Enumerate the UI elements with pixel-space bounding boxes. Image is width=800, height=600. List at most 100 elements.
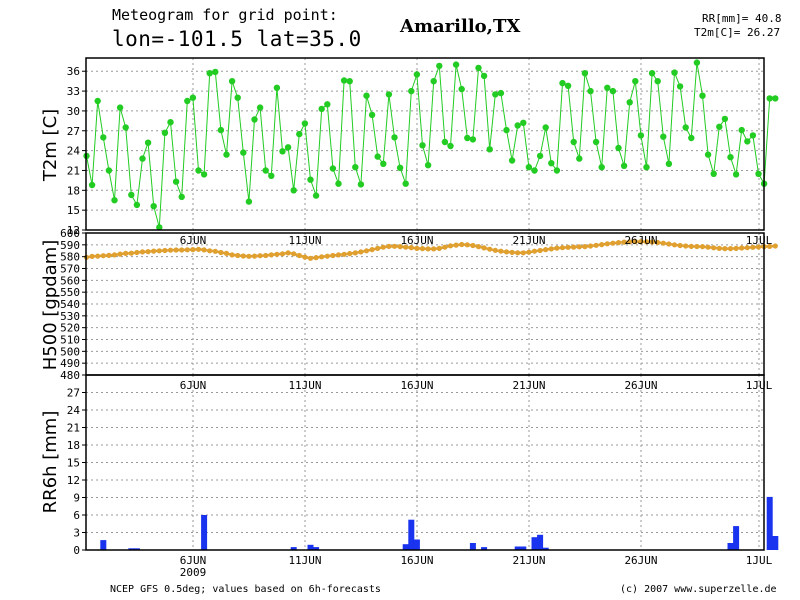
rain-bar-21 bbox=[201, 515, 208, 550]
data-point-1-82 bbox=[543, 247, 549, 253]
data-point-1-100 bbox=[643, 239, 650, 245]
data-point-0-109 bbox=[693, 59, 701, 66]
data-point-1-63 bbox=[436, 245, 442, 251]
data-point-1-53 bbox=[380, 244, 386, 250]
data-point-1-65 bbox=[447, 243, 454, 249]
x-date-label-0-1: 11JUN bbox=[288, 234, 321, 247]
data-point-0-111 bbox=[704, 151, 712, 158]
data-point-1-37 bbox=[291, 251, 297, 257]
data-point-1-66 bbox=[453, 242, 459, 248]
rain-bar-40 bbox=[307, 544, 314, 551]
data-point-1-46 bbox=[341, 251, 347, 257]
data-point-1-27 bbox=[235, 252, 241, 259]
data-point-0-100 bbox=[643, 164, 650, 171]
rain-bar-122 bbox=[766, 496, 773, 550]
data-point-0-39 bbox=[301, 120, 309, 127]
data-point-1-43 bbox=[324, 253, 330, 259]
data-point-1-119 bbox=[750, 244, 756, 250]
data-point-0-20 bbox=[195, 167, 202, 174]
data-point-1-86 bbox=[565, 244, 571, 250]
x-date-label-0-2: 16JUN bbox=[400, 234, 433, 247]
data-point-1-102 bbox=[655, 239, 661, 246]
y-tick-label-1-9: 570 bbox=[60, 263, 80, 276]
y-tick-label-1-0: 480 bbox=[60, 369, 80, 382]
data-point-1-94 bbox=[610, 240, 616, 246]
rain-bar-69 bbox=[469, 543, 476, 550]
y-tick-label-2-7: 21 bbox=[67, 422, 80, 435]
data-point-1-120 bbox=[755, 244, 762, 250]
data-point-0-58 bbox=[408, 87, 415, 95]
data-point-1-117 bbox=[739, 245, 745, 251]
stat-rr-total: RR[mm]= 40.8 bbox=[702, 12, 781, 25]
data-point-0-28 bbox=[240, 149, 247, 156]
y-tick-label-2-9: 27 bbox=[67, 387, 80, 400]
data-point-1-80 bbox=[531, 248, 538, 254]
data-point-0-34 bbox=[273, 84, 281, 92]
data-point-0-59 bbox=[413, 71, 421, 78]
data-point-0-36 bbox=[284, 144, 292, 151]
x-date-label-1-0: 6JUN bbox=[180, 379, 207, 392]
data-point-0-86 bbox=[564, 82, 572, 90]
data-point-0-91 bbox=[592, 138, 600, 146]
data-point-0-82 bbox=[542, 124, 549, 131]
data-point-1-61 bbox=[425, 246, 431, 252]
data-point-1-106 bbox=[677, 242, 683, 249]
rain-bar-37 bbox=[290, 547, 297, 550]
rain-bar-59 bbox=[413, 539, 420, 550]
data-point-0-22 bbox=[206, 70, 213, 77]
x-date-label-1-4: 26JUN bbox=[624, 379, 657, 392]
data-point-1-88 bbox=[576, 244, 582, 250]
data-point-1-79 bbox=[526, 249, 532, 255]
data-point-0-14 bbox=[161, 129, 169, 136]
data-point-0-57 bbox=[402, 180, 409, 187]
data-point-0-53 bbox=[380, 160, 387, 167]
data-point-1-35 bbox=[279, 251, 286, 257]
data-point-0-88 bbox=[576, 155, 583, 162]
data-point-0-42 bbox=[318, 105, 325, 113]
data-point-0-62 bbox=[430, 78, 437, 85]
data-point-1-18 bbox=[184, 247, 190, 253]
y-tick-label-0-6: 30 bbox=[67, 105, 80, 118]
data-point-0-108 bbox=[688, 134, 695, 142]
series-line-1 bbox=[86, 240, 776, 260]
data-point-1-28 bbox=[240, 253, 246, 259]
data-point-0-70 bbox=[475, 64, 482, 72]
x-date-label-2-3: 21JUN bbox=[512, 554, 545, 567]
data-point-1-75 bbox=[503, 249, 510, 255]
data-point-1-44 bbox=[330, 252, 336, 259]
data-point-0-105 bbox=[671, 69, 678, 76]
data-point-0-123 bbox=[772, 95, 779, 102]
data-point-1-92 bbox=[599, 242, 605, 248]
data-point-0-3 bbox=[100, 134, 107, 141]
data-point-1-54 bbox=[386, 243, 392, 249]
data-point-1-55 bbox=[391, 243, 398, 249]
data-point-1-12 bbox=[151, 248, 157, 254]
data-point-0-64 bbox=[441, 138, 449, 146]
rain-bar-71 bbox=[481, 547, 488, 550]
data-point-1-118 bbox=[744, 245, 750, 251]
x-date-label-0-5: 1JUL bbox=[746, 234, 773, 247]
x-year-label: 2009 bbox=[180, 566, 207, 579]
y-tick-label-2-6: 18 bbox=[67, 439, 80, 452]
data-point-1-101 bbox=[649, 239, 655, 245]
panel-frame-0 bbox=[85, 57, 765, 231]
rain-bar-41 bbox=[313, 547, 320, 550]
data-point-1-59 bbox=[414, 245, 420, 251]
y-tick-label-1-11: 590 bbox=[60, 239, 80, 252]
data-point-0-77 bbox=[514, 122, 521, 129]
data-point-1-26 bbox=[229, 252, 235, 258]
data-point-0-37 bbox=[290, 187, 297, 194]
data-point-0-50 bbox=[363, 92, 370, 99]
y-tick-label-0-3: 21 bbox=[67, 164, 80, 177]
data-point-0-32 bbox=[262, 167, 269, 174]
data-point-0-93 bbox=[604, 84, 611, 92]
rain-bar-123 bbox=[772, 536, 779, 550]
data-point-1-49 bbox=[358, 249, 364, 255]
data-point-1-111 bbox=[705, 244, 711, 250]
data-point-1-97 bbox=[627, 239, 633, 245]
data-point-1-110 bbox=[699, 244, 706, 250]
data-point-1-41 bbox=[313, 255, 319, 261]
data-point-0-1 bbox=[88, 181, 96, 189]
data-point-1-29 bbox=[246, 253, 252, 259]
